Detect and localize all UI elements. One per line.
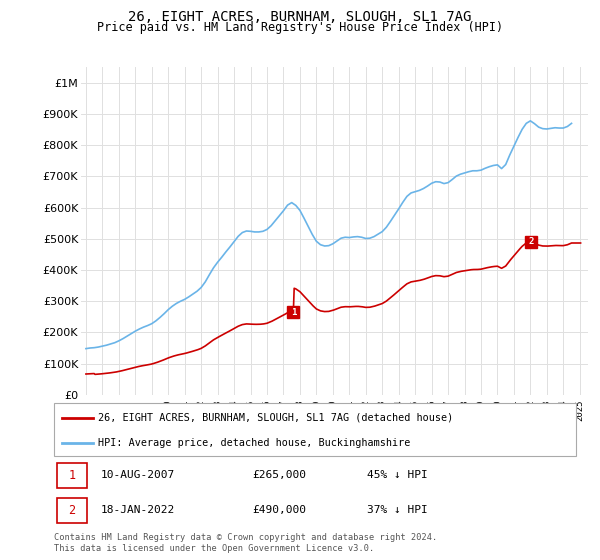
Text: 26, EIGHT ACRES, BURNHAM, SLOUGH, SL1 7AG: 26, EIGHT ACRES, BURNHAM, SLOUGH, SL1 7A… <box>128 10 472 24</box>
Text: 45% ↓ HPI: 45% ↓ HPI <box>367 470 428 480</box>
Text: 1: 1 <box>68 469 76 482</box>
Text: 2: 2 <box>529 237 534 246</box>
FancyBboxPatch shape <box>56 463 87 488</box>
Text: 2: 2 <box>68 504 76 517</box>
Text: £265,000: £265,000 <box>253 470 307 480</box>
Text: Price paid vs. HM Land Registry's House Price Index (HPI): Price paid vs. HM Land Registry's House … <box>97 21 503 34</box>
Text: 18-JAN-2022: 18-JAN-2022 <box>101 505 175 515</box>
Text: £490,000: £490,000 <box>253 505 307 515</box>
Text: Contains HM Land Registry data © Crown copyright and database right 2024.
This d: Contains HM Land Registry data © Crown c… <box>54 533 437 553</box>
Text: 26, EIGHT ACRES, BURNHAM, SLOUGH, SL1 7AG (detached house): 26, EIGHT ACRES, BURNHAM, SLOUGH, SL1 7A… <box>98 413 454 423</box>
Text: 37% ↓ HPI: 37% ↓ HPI <box>367 505 428 515</box>
Text: HPI: Average price, detached house, Buckinghamshire: HPI: Average price, detached house, Buck… <box>98 438 411 448</box>
FancyBboxPatch shape <box>56 498 87 523</box>
FancyBboxPatch shape <box>54 403 576 456</box>
Text: 10-AUG-2007: 10-AUG-2007 <box>101 470 175 480</box>
Text: 1: 1 <box>290 307 296 316</box>
